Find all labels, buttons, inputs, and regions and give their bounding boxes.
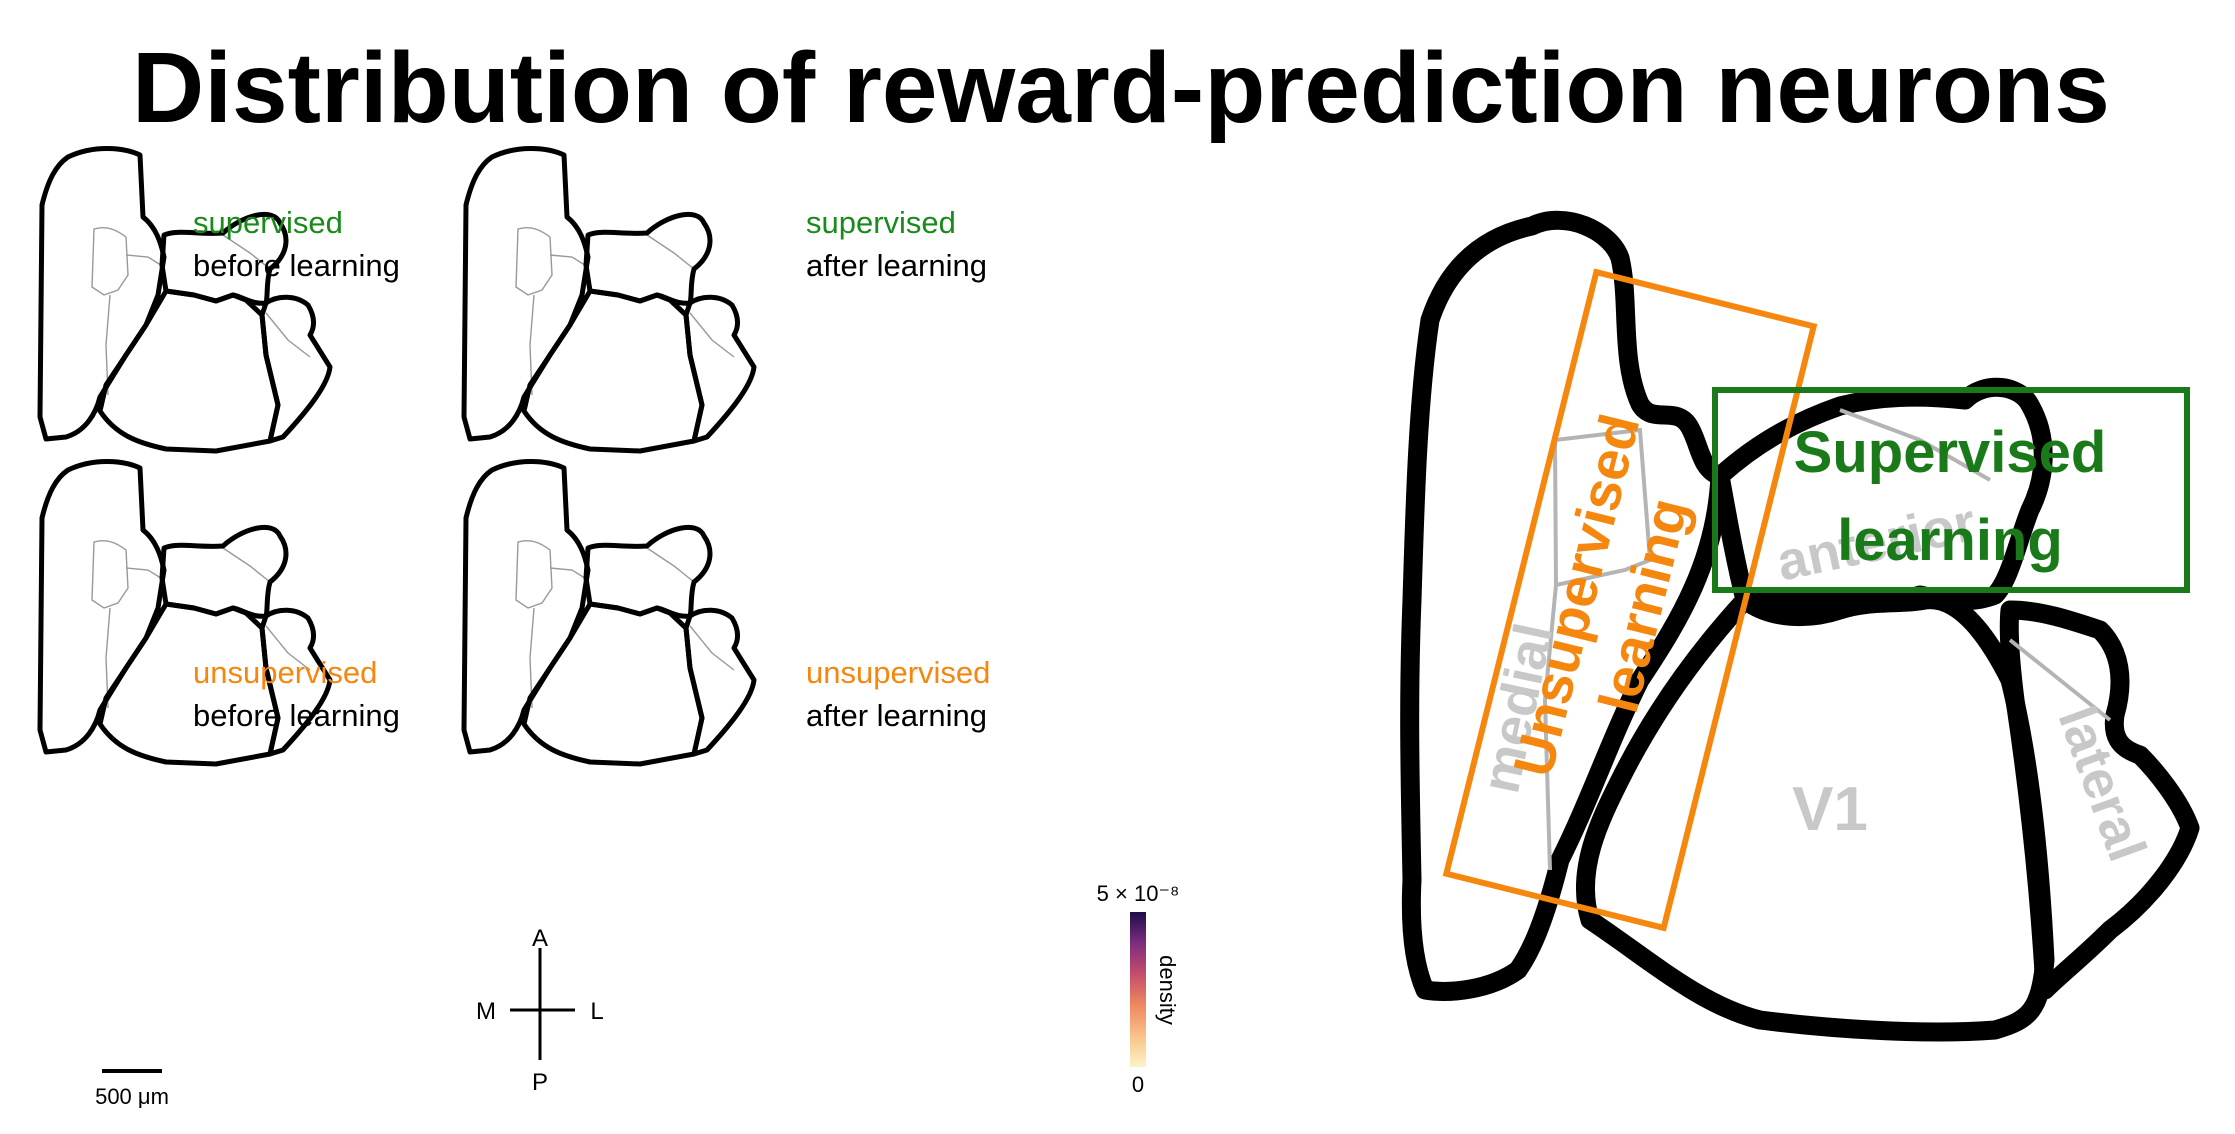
slide-title: Distribution of reward-prediction neuron… — [132, 32, 2110, 144]
panel-b-stage: after learning — [806, 248, 987, 283]
colorbar — [1130, 912, 1146, 1067]
compass-anterior: A — [532, 925, 548, 952]
panel-a-condition: supervised — [193, 205, 343, 240]
panel-a-stage: before learning — [193, 248, 400, 283]
panel-supervised-before — [38, 145, 338, 455]
schematic-label-lateral: lateral — [2047, 699, 2158, 869]
schematic-subregion-borders — [1542, 408, 2112, 871]
panel-c-condition: unsupervised — [193, 655, 377, 690]
supervised-label-line1: Supervised — [1794, 420, 2107, 485]
panel-d-stage: after learning — [806, 698, 987, 733]
schematic-v1-outline — [1575, 590, 2055, 1042]
compass-posterior: P — [532, 1069, 548, 1096]
scale-bar-label: 500 μm — [95, 1084, 169, 1109]
panel-unsupervised-after — [462, 458, 762, 768]
schematic-lateral-outline — [1999, 600, 2200, 1000]
schematic — [1400, 210, 2200, 1042]
panel-d-condition: unsupervised — [806, 655, 990, 690]
panel-c-stage: before learning — [193, 698, 400, 733]
colorbar-title: density — [1155, 955, 1180, 1025]
compass-lateral: L — [590, 998, 603, 1025]
schematic-medial-outline — [1400, 210, 1730, 1001]
compass-medial: M — [476, 998, 496, 1025]
supervised-box — [1712, 387, 2190, 593]
panel-unsupervised-before — [38, 458, 338, 768]
unsupervised-box — [1442, 268, 1818, 932]
compass-cross — [510, 948, 575, 1060]
schematic-anterior-outline — [1710, 377, 2053, 611]
supervised-label-line2: learning — [1837, 508, 2063, 573]
colorbar-min-label: 0 — [1132, 1072, 1144, 1097]
panel-b-condition: supervised — [806, 205, 956, 240]
colorbar-max-label: 5 × 10⁻⁸ — [1097, 881, 1180, 906]
panel-supervised-after — [462, 145, 762, 455]
schematic-label-v1: V1 — [1792, 775, 1868, 844]
